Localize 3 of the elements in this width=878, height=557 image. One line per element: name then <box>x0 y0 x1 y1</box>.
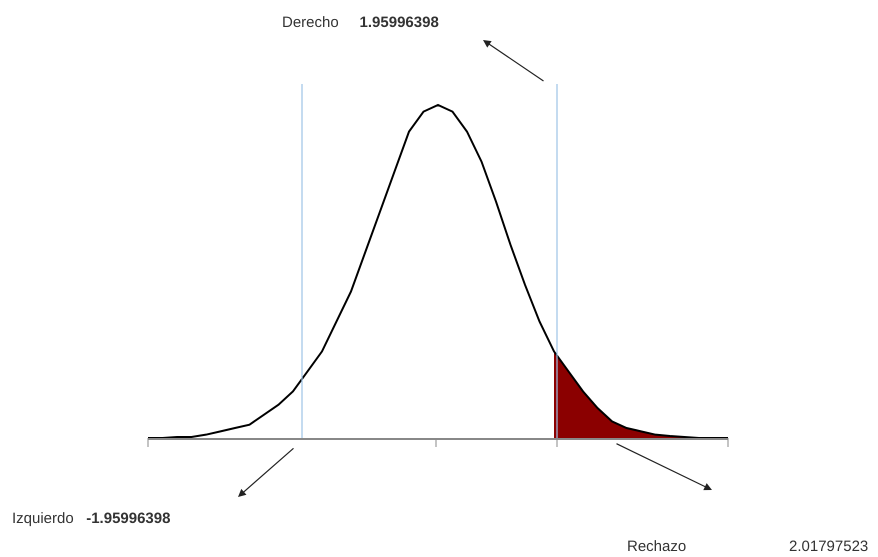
text: Rechazo 2.01797523 <box>627 538 868 555</box>
text: Izquierdo -1.95996398 <box>12 510 170 527</box>
text: Derecho 1.95996398 <box>282 14 439 31</box>
